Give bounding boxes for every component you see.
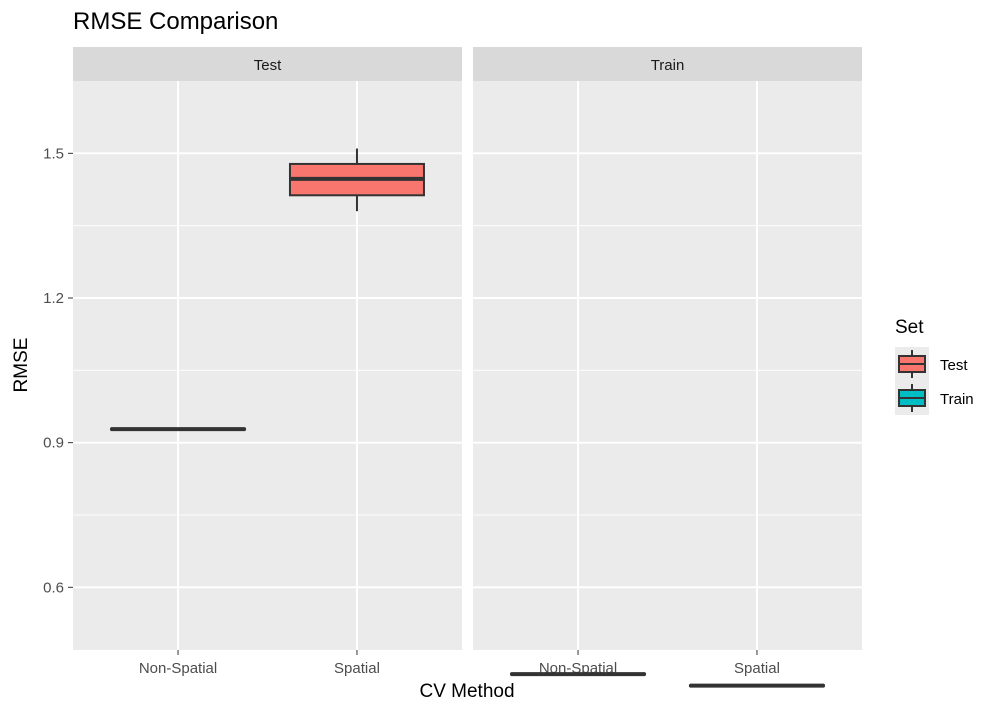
legend-title: Set [895,317,924,338]
x-axis-title: CV Method [419,681,514,702]
panel-background [473,81,862,650]
facet-strip [73,47,462,81]
x-tick-label: Spatial [734,660,780,677]
y-tick-label: 1.5 [43,145,64,162]
legend-label: Train [940,391,974,408]
y-tick-label: 0.9 [43,435,64,452]
chart-title: RMSE Comparison [73,8,278,35]
legend-label: Test [940,357,968,374]
facet-panel-test: Test Non-Spatial Spatial [73,47,462,677]
facet-strip-label: Train [651,57,685,74]
box-train-non-spatial [510,672,647,677]
facet-strip-label: Test [254,57,282,74]
y-tick-label: 0.6 [43,579,64,596]
legend-keys: Test Train [895,347,974,415]
x-tick-label: Spatial [334,660,380,677]
y-axis-title: RMSE [11,338,32,393]
y-tick-label: 1.2 [43,290,64,307]
box-train-spatial [688,683,825,688]
legend: Set Test Train [895,317,974,415]
x-tick-label: Non-Spatial [139,660,217,677]
box-test-non-spatial [110,427,247,432]
facet-strip [473,47,862,81]
box-test-spatial [288,148,425,212]
legend-item-train: Train [895,381,974,415]
y-axis: 0.6 0.9 1.2 1.5 [43,145,73,596]
legend-item-test: Test [895,347,968,381]
